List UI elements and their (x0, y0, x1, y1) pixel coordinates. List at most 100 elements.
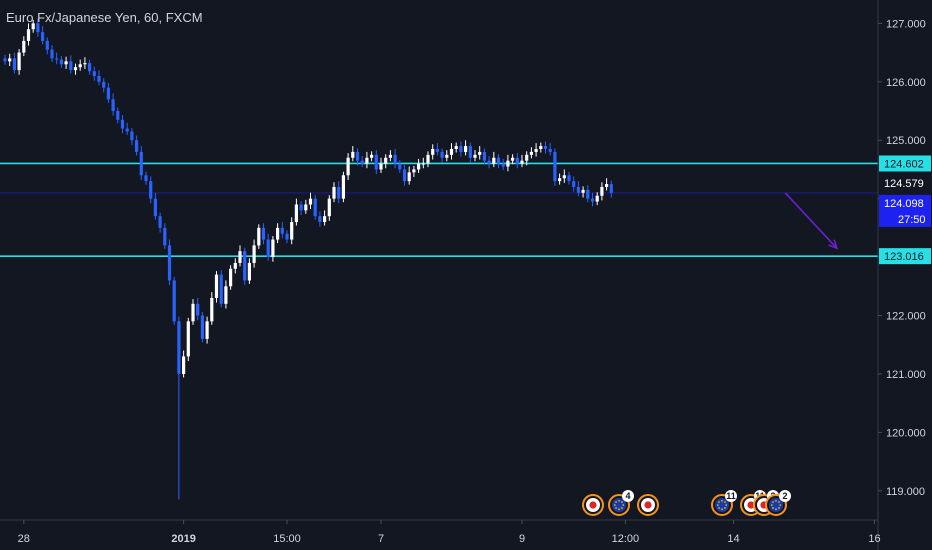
candle-body (120, 119, 125, 129)
candle-body (200, 315, 204, 339)
price-tick-label: 127.000 (886, 18, 926, 30)
last-price-tag: 124.098 (884, 198, 924, 210)
time-tick-label: 7 (378, 533, 384, 545)
event-count-badge (779, 490, 791, 502)
candle-body (243, 251, 247, 281)
candle-body (139, 151, 143, 176)
candle-body (332, 186, 336, 199)
eu-star (724, 507, 726, 509)
candle-body (285, 233, 289, 240)
candle-body (600, 186, 604, 196)
candle-body (464, 146, 468, 152)
eu-star (618, 508, 620, 511)
eu-star (718, 501, 720, 503)
event-count: 2 (782, 491, 787, 501)
candle-body (69, 61, 73, 71)
candle-body (106, 87, 110, 100)
eu-star (717, 504, 719, 506)
candle-body (50, 49, 54, 59)
candle-body (449, 148, 454, 155)
candle-body (196, 303, 200, 316)
eu-star (618, 500, 620, 502)
eu-star (772, 501, 774, 503)
candle-body (520, 160, 524, 164)
candle-body (417, 163, 421, 170)
candle-body (191, 303, 195, 322)
candle-body (172, 280, 176, 322)
candle-body (323, 216, 327, 223)
candle-body (567, 175, 571, 182)
candle-body (496, 157, 501, 164)
candle-body (144, 175, 148, 182)
eu-star (779, 504, 781, 506)
candle-body (41, 32, 45, 41)
candle-body (214, 274, 219, 298)
eu-star (614, 504, 616, 506)
candle-body (233, 262, 237, 269)
candle-body (31, 23, 35, 30)
level-tag-bg (879, 155, 931, 172)
candle-body (384, 157, 388, 164)
candle-body (370, 154, 374, 158)
candle-body (205, 321, 209, 339)
candle-body (229, 268, 233, 287)
candle-body (576, 186, 580, 193)
candle-body (548, 148, 552, 152)
candle-body (299, 204, 303, 211)
candle-body (313, 198, 317, 217)
candle-body (111, 99, 115, 112)
candle-body (487, 160, 491, 164)
candle-body (73, 67, 78, 71)
eu-star (615, 507, 617, 509)
candle-body (511, 157, 515, 161)
candle-body (379, 163, 383, 170)
candle-body (271, 239, 275, 258)
candle-body (337, 186, 341, 199)
extra-price-tag-bg (879, 174, 931, 191)
candle-body (529, 151, 533, 155)
candle-body (543, 146, 548, 149)
extra-price-tag: 124.579 (884, 178, 924, 190)
candle-body (393, 154, 397, 164)
candle-body (351, 151, 355, 158)
level-tag: 123.016 (884, 251, 924, 263)
candle-body (257, 227, 261, 246)
time-tick-label: 12:00 (612, 533, 640, 545)
countdown-tag: 27:50 (898, 214, 926, 226)
candle-body (435, 148, 439, 152)
candle-body (501, 163, 505, 167)
price-tick-label: 120.000 (886, 427, 926, 439)
eu-star (721, 508, 723, 511)
candle-body (158, 216, 162, 228)
eu-star (775, 508, 777, 511)
candle-body (341, 175, 345, 199)
candle-body (153, 198, 157, 217)
candle-body (186, 321, 190, 357)
jp-flag-sun (644, 501, 652, 509)
candle-body (224, 286, 228, 304)
candle-body (8, 58, 12, 62)
candle-body (407, 172, 411, 182)
price-axis[interactable]: 119.000120.000121.000122.000123.000124.0… (878, 18, 926, 498)
jp-flag-sun (589, 501, 597, 509)
eu-event-icon: 4 (608, 490, 634, 516)
price-tick-label: 126.000 (886, 77, 926, 89)
eu-star (772, 507, 774, 509)
eu-star (615, 501, 617, 503)
symbol-title: Euro Fx/Japanese Yen, 60, FXCM (6, 10, 203, 25)
candle-body (12, 58, 16, 71)
candle-body (238, 251, 242, 263)
eu-star (721, 500, 723, 502)
candle-body (59, 59, 63, 65)
candle-body (478, 151, 482, 155)
time-tick-label: 14 (727, 533, 739, 545)
time-tick-label: 15:00 (273, 533, 301, 545)
candle-body (210, 297, 214, 322)
candle-body (247, 262, 251, 281)
candle-body (55, 58, 59, 60)
candle-body (116, 111, 120, 120)
time-tick-label: 16 (868, 533, 880, 545)
arrow-shaft (784, 192, 838, 249)
